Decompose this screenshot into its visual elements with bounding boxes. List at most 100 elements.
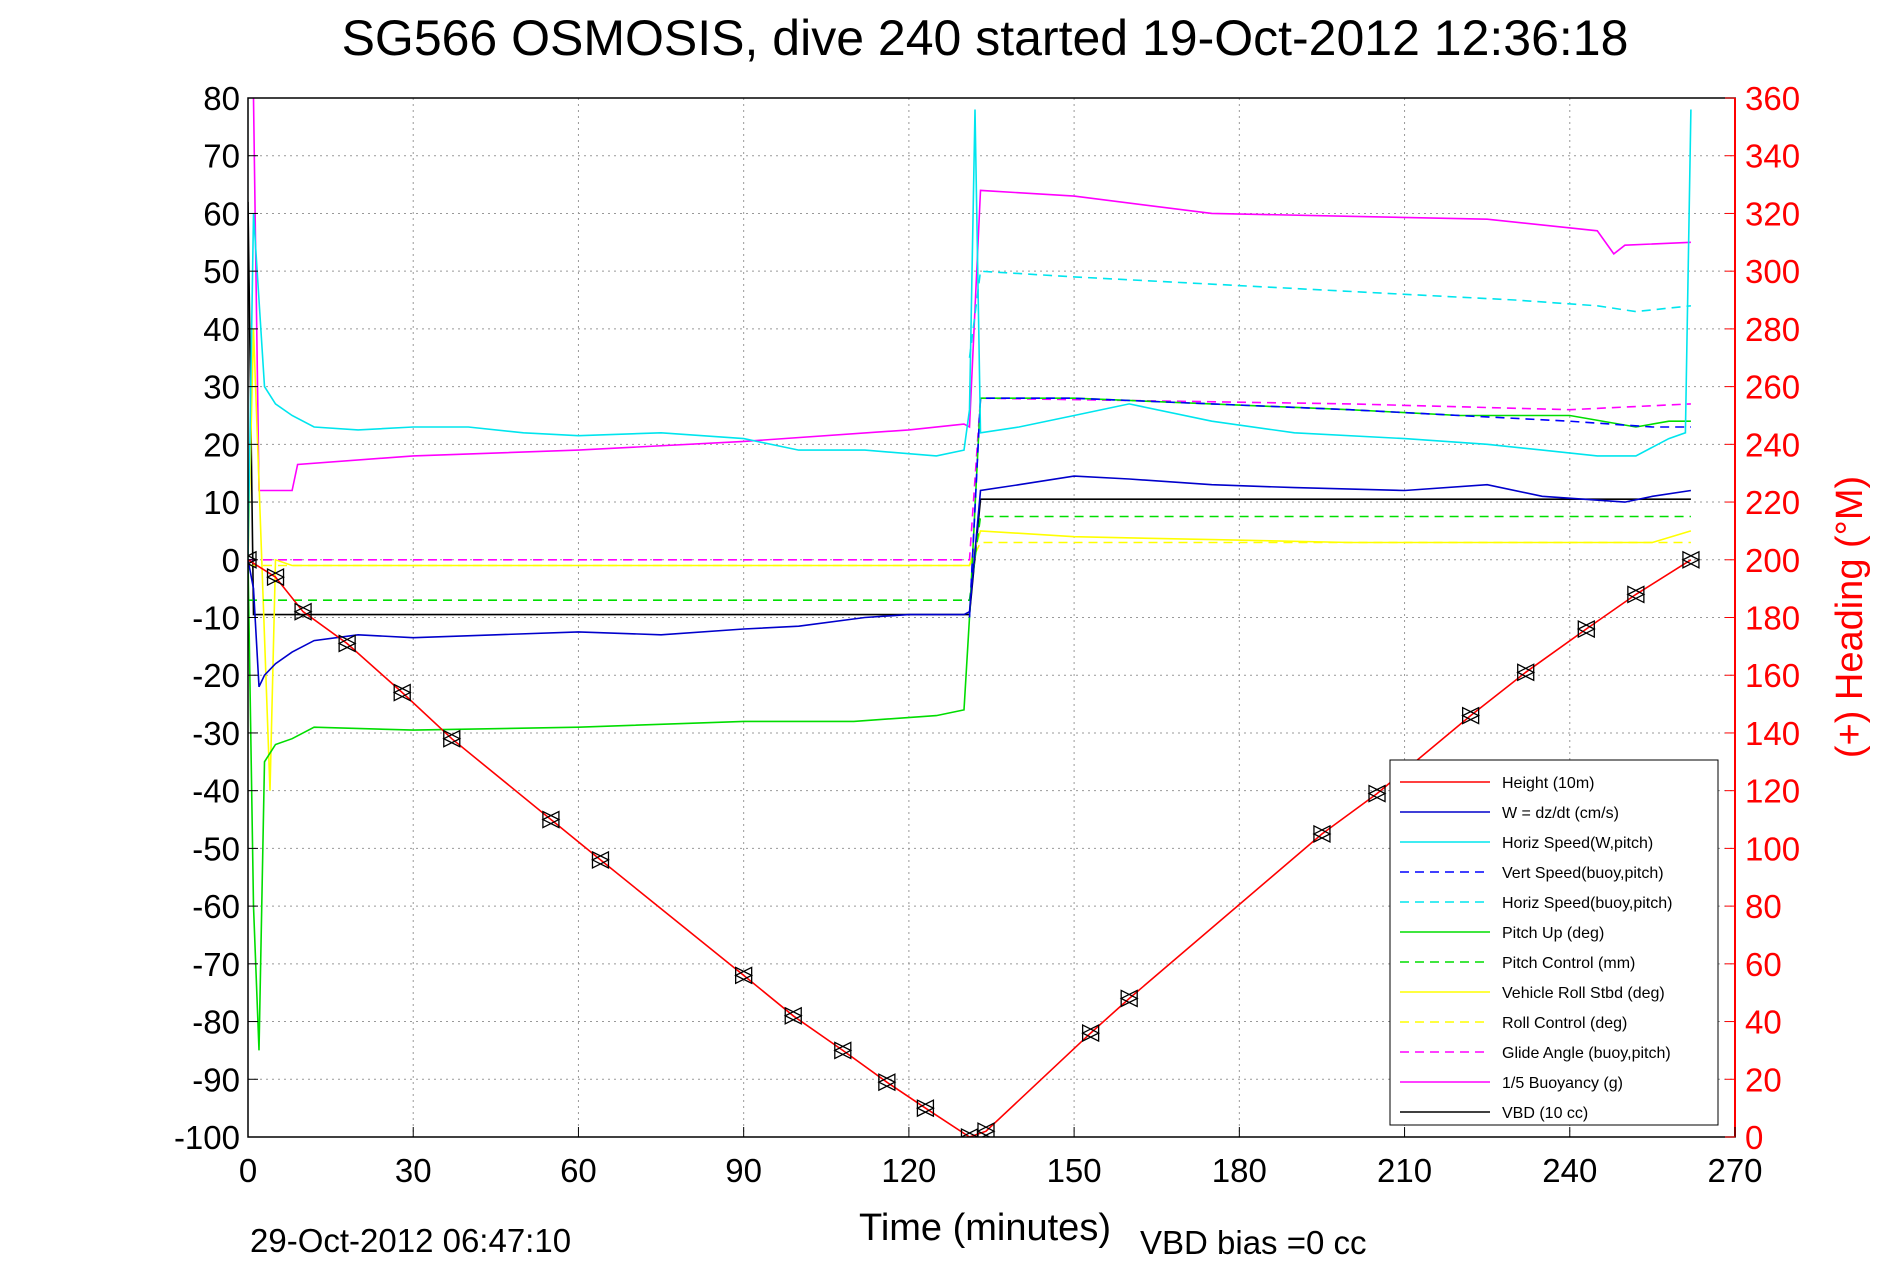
series-horiz-speed-buoy-pitch [968, 270, 1691, 358]
height-marker-right [1577, 619, 1596, 639]
y-tick-label: 20 [203, 426, 240, 463]
legend-label: Height (10m) [1502, 775, 1594, 792]
height-marker-right [542, 810, 561, 829]
legend-label: Horiz Speed(buoy,pitch) [1502, 895, 1672, 912]
right-tick-label: 200 [1745, 542, 1800, 579]
series-height-10m [248, 559, 1692, 1137]
series-pitch-up-deg [248, 397, 1691, 1051]
y-tick-label: 0 [222, 542, 240, 579]
y-tick-label: 60 [203, 195, 240, 232]
legend-label: Vert Speed(buoy,pitch) [1502, 865, 1664, 882]
series-w-dz-dt-cm-s [248, 475, 1692, 688]
height-marker-right [1682, 550, 1701, 569]
y-tick-label: -10 [192, 600, 240, 637]
legend-label: Pitch Up (deg) [1502, 925, 1604, 942]
legend-label: Roll Control (deg) [1502, 1015, 1627, 1032]
height-marker-right [266, 568, 285, 587]
height-marker-right [916, 1099, 935, 1118]
y-tick-label: -80 [192, 1004, 240, 1041]
y-tick-label: 50 [203, 253, 240, 290]
y-tick-label: -100 [174, 1119, 240, 1156]
x-tick-label: 180 [1212, 1152, 1267, 1189]
legend-label: VBD (10 cc) [1502, 1105, 1588, 1122]
right-axis-label: (+) Heading (°M) [1829, 476, 1871, 758]
x-tick-label: 60 [560, 1152, 597, 1189]
y-tick-label: -50 [192, 830, 240, 867]
x-tick-label: 240 [1542, 1152, 1597, 1189]
footer-vbd-bias: VBD bias =0 cc [1140, 1224, 1367, 1261]
x-tick-label: 120 [881, 1152, 936, 1189]
right-tick-label: 260 [1745, 369, 1800, 406]
series-1-5-buoyancy-g [252, 98, 1691, 492]
height-marker-right [977, 1122, 996, 1137]
height-marker-right [1461, 706, 1481, 725]
height-marker-right [1627, 585, 1646, 604]
right-tick-label: 20 [1745, 1061, 1782, 1098]
legend-label: Horiz Speed(W,pitch) [1502, 835, 1653, 852]
right-tick-label: 360 [1745, 80, 1800, 117]
series-vert-speed-buoy-pitch [968, 397, 1691, 618]
right-tick-label: 320 [1745, 195, 1800, 232]
legend-label: W = dz/dt (cm/s) [1502, 805, 1619, 822]
height-marker-right [1517, 663, 1536, 682]
y-tick-label: 80 [203, 80, 240, 117]
height-marker-right [878, 1073, 897, 1092]
x-tick-label: 150 [1047, 1152, 1102, 1189]
height-marker-right [735, 966, 754, 985]
x-tick-label: 210 [1377, 1152, 1432, 1189]
right-tick-label: 120 [1745, 773, 1800, 810]
marker-layer [248, 550, 1701, 1137]
height-marker-right [294, 602, 313, 621]
y-tick-label: 10 [203, 484, 240, 521]
height-marker-right [1368, 784, 1387, 803]
right-tick-label: 220 [1745, 484, 1800, 521]
right-tick-label: 80 [1745, 888, 1782, 925]
footer-timestamp: 29-Oct-2012 06:47:10 [250, 1222, 571, 1259]
y-tick-label: -90 [192, 1061, 240, 1098]
y-tick-label: -30 [192, 715, 240, 752]
y-tick-label: -20 [192, 657, 240, 694]
x-tick-label: 270 [1707, 1152, 1762, 1189]
height-marker-right [1081, 1024, 1101, 1043]
height-marker-right [393, 683, 412, 702]
legend-label: Pitch Control (mm) [1502, 955, 1635, 972]
y-tick-label: 70 [203, 138, 240, 175]
height-marker-right [834, 1041, 853, 1060]
x-tick-label: 0 [239, 1152, 257, 1189]
height-marker-right [338, 634, 357, 653]
y-tick-label: -40 [192, 773, 240, 810]
x-tick-label: 30 [395, 1152, 432, 1189]
y-tick-label: 40 [203, 311, 240, 348]
series-pitch-control-mm [248, 515, 1691, 602]
right-tick-label: 180 [1745, 600, 1800, 637]
right-tick-label: 140 [1745, 715, 1800, 752]
legend-label: Glide Angle (buoy,pitch) [1502, 1045, 1671, 1062]
series-glide-angle-buoy-pitch [248, 397, 1691, 561]
right-tick-label: 240 [1745, 426, 1800, 463]
height-marker-right [784, 1006, 803, 1025]
right-tick-label: 160 [1745, 657, 1800, 694]
right-tick-label: 100 [1745, 830, 1800, 867]
legend-label: 1/5 Buoyancy (g) [1502, 1075, 1623, 1092]
right-tick-label: 0 [1745, 1119, 1763, 1156]
right-tick-label: 40 [1745, 1004, 1782, 1041]
y-tick-label: -70 [192, 946, 240, 983]
y-tick-label: 30 [203, 369, 240, 406]
right-tick-label: 280 [1745, 311, 1800, 348]
x-axis-label: Time (minutes) [859, 1207, 1111, 1249]
y-axis-right: 3603403203002802602402202001801601401201… [1725, 80, 1800, 1156]
right-tick-label: 300 [1745, 253, 1800, 290]
x-axis: 0 30 60 90 120 150 180 210 240 270 [239, 1127, 1763, 1189]
chart-title: SG566 OSMOSIS, dive 240 started 19-Oct-2… [342, 10, 1629, 66]
height-marker-right [591, 850, 610, 869]
legend-label: Vehicle Roll Stbd (deg) [1502, 985, 1665, 1002]
height-marker-left [1681, 550, 1700, 569]
x-tick-label: 90 [725, 1152, 762, 1189]
series-horiz-speed-w-pitch [248, 109, 1692, 560]
height-marker-right [1120, 989, 1139, 1008]
right-tick-label: 340 [1745, 138, 1800, 175]
height-marker-right [1313, 824, 1332, 844]
y-tick-label: -60 [192, 888, 240, 925]
legend-box [1389, 759, 1719, 1126]
